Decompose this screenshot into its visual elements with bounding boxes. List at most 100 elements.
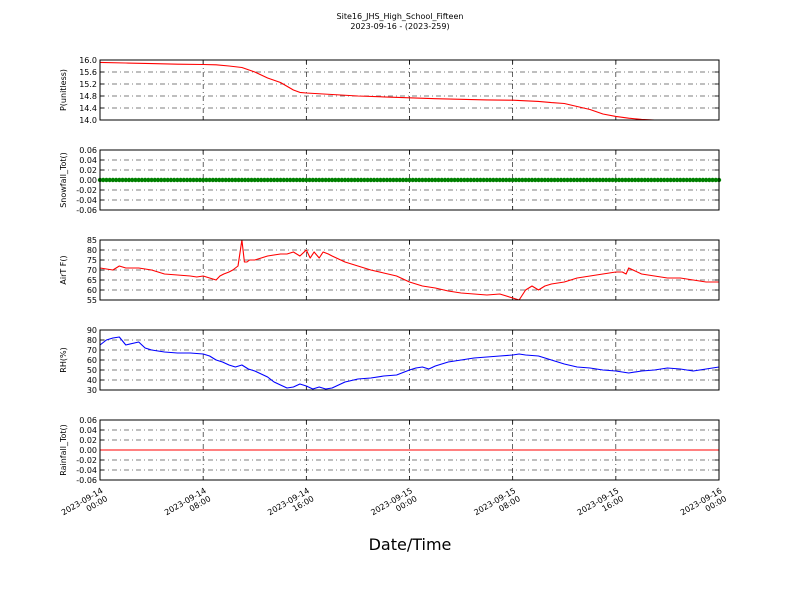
y-tick-label: 0.02 xyxy=(79,436,97,445)
data-point xyxy=(207,177,212,183)
data-point xyxy=(549,177,554,183)
x-tick-label: 2023-09-1508:00 xyxy=(472,486,521,525)
data-point xyxy=(684,177,689,183)
data-point xyxy=(623,177,628,183)
data-point xyxy=(181,177,187,183)
data-point xyxy=(365,177,370,183)
data-point xyxy=(655,177,660,183)
x-tick-label: 2023-09-1516:00 xyxy=(576,486,625,525)
data-point xyxy=(355,177,361,183)
data-point xyxy=(642,177,648,183)
data-point xyxy=(610,177,615,183)
data-point xyxy=(652,177,657,183)
data-point xyxy=(691,177,696,183)
data-point xyxy=(400,177,406,183)
data-point xyxy=(571,177,577,183)
y-tick-label: 14.8 xyxy=(79,92,97,101)
data-point xyxy=(381,177,386,183)
data-point xyxy=(371,177,377,183)
data-point xyxy=(120,177,125,183)
data-point xyxy=(471,177,477,183)
series-line xyxy=(99,239,719,301)
data-point xyxy=(420,177,425,183)
data-point xyxy=(565,177,570,183)
data-point xyxy=(449,177,454,183)
y-tick-label: 50 xyxy=(87,366,97,375)
data-point xyxy=(326,177,332,183)
data-point xyxy=(620,177,625,183)
data-point xyxy=(613,177,619,183)
y-axis-label: RH(%) xyxy=(59,347,68,372)
data-point xyxy=(429,177,435,183)
data-point xyxy=(603,177,609,183)
data-point xyxy=(239,177,245,183)
data-point xyxy=(184,177,190,183)
data-point xyxy=(217,177,222,183)
data-point xyxy=(442,177,448,183)
data-point xyxy=(433,177,438,183)
data-point xyxy=(504,177,509,183)
data-point xyxy=(258,177,264,183)
subplot-2: -0.06-0.04-0.020.000.020.040.06 Snowfall_… xyxy=(59,146,722,215)
x-tick-label: 2023-09-1400:00 xyxy=(60,486,109,525)
data-point xyxy=(468,177,473,183)
data-point xyxy=(375,177,380,183)
axes-frame xyxy=(99,59,720,121)
data-point xyxy=(136,177,141,183)
data-point xyxy=(713,177,718,183)
data-point xyxy=(146,177,151,183)
y-tick-label: 90 xyxy=(87,326,97,335)
data-point xyxy=(694,177,699,183)
y-tick-label: 60 xyxy=(87,286,97,295)
data-point xyxy=(191,177,196,183)
data-point xyxy=(697,177,702,183)
chart-title: Site16_JHS_High_School_Fifteen xyxy=(337,12,464,21)
data-point xyxy=(555,177,561,183)
data-point xyxy=(159,177,164,183)
data-point xyxy=(491,177,496,183)
data-point xyxy=(229,177,235,183)
series-line xyxy=(99,336,720,390)
y-tick-label: 0.04 xyxy=(79,426,97,435)
data-point xyxy=(597,177,602,183)
data-point xyxy=(452,177,457,183)
data-point xyxy=(629,177,635,183)
data-point xyxy=(578,177,583,183)
data-point xyxy=(275,177,280,183)
data-point xyxy=(297,177,303,183)
data-point xyxy=(307,177,312,183)
data-point xyxy=(233,177,238,183)
data-point xyxy=(262,177,267,183)
data-point xyxy=(584,177,590,183)
y-tick-label: 40 xyxy=(87,376,97,385)
data-point xyxy=(168,177,174,183)
data-point xyxy=(484,177,490,183)
data-point xyxy=(333,177,338,183)
data-point xyxy=(300,177,306,183)
data-point xyxy=(281,177,286,183)
y-axis-label: P(unitless) xyxy=(59,69,68,111)
y-tick-label: 14.4 xyxy=(79,104,97,113)
data-point xyxy=(213,177,219,183)
data-point xyxy=(607,177,612,183)
y-tick-label: 0.02 xyxy=(79,166,97,175)
data-point xyxy=(358,177,364,183)
data-point xyxy=(294,177,299,183)
data-point xyxy=(626,177,631,183)
data-point xyxy=(317,177,322,183)
data-point xyxy=(636,177,641,183)
data-point xyxy=(516,177,522,183)
data-point xyxy=(352,177,357,183)
data-point xyxy=(545,177,551,183)
data-point xyxy=(439,177,444,183)
data-point xyxy=(661,177,667,183)
data-point xyxy=(568,177,573,183)
y-axis-label: AirT F() xyxy=(59,255,68,284)
data-point xyxy=(149,177,154,183)
data-point xyxy=(674,177,680,183)
data-point xyxy=(552,177,557,183)
x-tick-label: 2023-09-1408:00 xyxy=(163,486,212,525)
data-point xyxy=(687,177,693,183)
data-point xyxy=(465,177,470,183)
